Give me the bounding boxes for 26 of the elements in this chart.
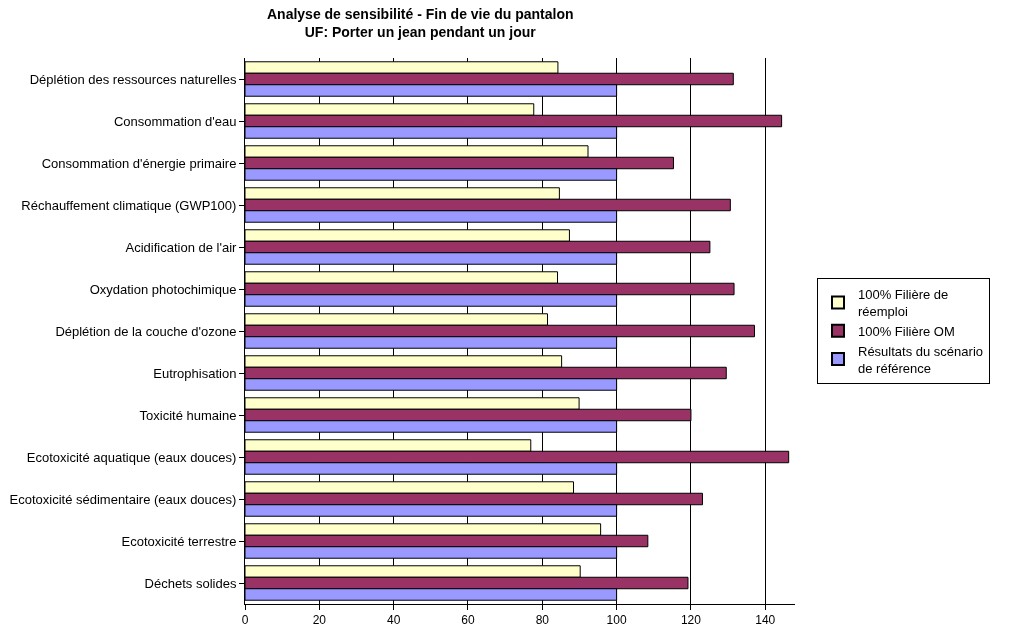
chart-title: Analyse de sensibilité - Fin de vie du pantalon [266,6,574,23]
y-tick-label: Ecotoxicité sédimentaire (eaux douces) [9,491,237,507]
y-tick-label: Consommation d'eau [113,113,237,129]
y-tick-label: Toxicité humaine [139,407,237,423]
y-tick-label: Ecotoxicité terrestre [121,533,237,549]
x-tick-label: 140 [755,613,776,628]
y-tick-label: Consommation d'énergie primaire [41,155,237,171]
x-tick-label: 120 [680,613,702,628]
x-tick-label: 40 [386,613,401,628]
y-tick-label: Eutrophisation [153,365,237,381]
y-tick-label: Ecotoxicité aquatique (eaux douces) [26,449,237,465]
x-tick-label: 0 [241,613,249,628]
x-tick-label: 20 [312,613,327,628]
legend-label: 100% Filière OM [858,323,955,339]
y-tick-label: Déplétion des ressources naturelles [29,71,237,87]
y-tick-label: Acidification de l'air [125,239,238,255]
y-tick-label: Oxydation photochimique [89,281,237,297]
y-tick-label: Déchets solides [144,575,237,591]
x-tick-label: 60 [461,613,475,628]
legend-label: 100% Filière de réemploi [858,287,949,319]
legend-label: Résultats du scénario de référence [858,343,984,376]
y-tick-label: Réchauffement climatique (GWP100) [21,197,237,213]
x-tick-label: 80 [535,613,550,628]
chart-subtitle: UF: Porter un jean pendant un jour [304,24,537,41]
y-tick-label: Déplétion de la couche d'ozone [55,323,237,339]
x-tick-label: 100 [606,613,627,628]
